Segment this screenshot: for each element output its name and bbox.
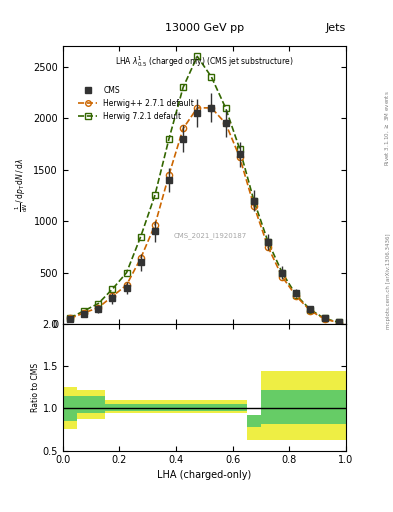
X-axis label: LHA (charged-only): LHA (charged-only) (157, 470, 252, 480)
Text: LHA $\lambda^{1}_{0.5}$ (charged only) (CMS jet substructure): LHA $\lambda^{1}_{0.5}$ (charged only) (… (115, 54, 294, 69)
Text: CMS_2021_I1920187: CMS_2021_I1920187 (173, 232, 247, 239)
Text: 13000 GeV pp: 13000 GeV pp (165, 23, 244, 33)
Legend: CMS, Herwig++ 2.7.1 default, Herwig 7.2.1 default: CMS, Herwig++ 2.7.1 default, Herwig 7.2.… (75, 83, 197, 124)
Text: Rivet 3.1.10, $\geq$ 3M events: Rivet 3.1.10, $\geq$ 3M events (384, 90, 391, 166)
Y-axis label: $\frac{1}{\mathrm{d}N}\,/\,\mathrm{d}p_\mathrm{T}\,\mathrm{d}N\,/\,\mathrm{d}\la: $\frac{1}{\mathrm{d}N}\,/\,\mathrm{d}p_\… (14, 158, 31, 212)
Y-axis label: Ratio to CMS: Ratio to CMS (31, 363, 40, 412)
Text: Jets: Jets (325, 23, 346, 33)
Text: mcplots.cern.ch [arXiv:1306.3436]: mcplots.cern.ch [arXiv:1306.3436] (386, 234, 391, 329)
